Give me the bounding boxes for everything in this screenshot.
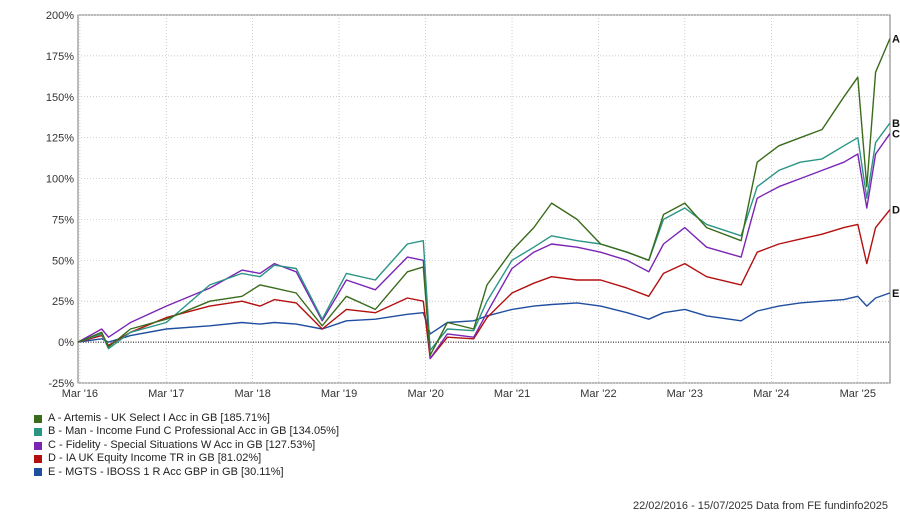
legend-item-d: D - IA UK Equity Income TR in GB [81.02%… <box>34 452 339 465</box>
series-line-c <box>77 133 891 360</box>
y-tick-label: 125% <box>46 133 74 145</box>
series-line-b <box>77 122 891 351</box>
x-tick-label: Mar '25 <box>840 388 876 400</box>
x-tick-label: Mar '18 <box>234 388 270 400</box>
legend-label: A - Artemis - UK Select I Acc in GB [185… <box>48 412 270 424</box>
series-end-label-d: D <box>892 205 900 217</box>
y-tick-label: 25% <box>52 296 74 308</box>
legend-label: C - Fidelity - Special Situations W Acc … <box>48 438 316 451</box>
legend-swatch <box>34 428 42 437</box>
series-end-labels: A BC D E <box>892 33 900 299</box>
legend-item-a: A - Artemis - UK Select I Acc in GB [185… <box>34 412 339 425</box>
y-tick-label: 50% <box>52 255 74 267</box>
legend-label: E - MGTS - IBOSS 1 R Acc GBP in GB [30.1… <box>48 465 284 478</box>
y-tick-label: 100% <box>46 174 74 186</box>
series-line-a <box>77 38 891 356</box>
legend-label: B - Man - Income Fund C Professional Acc… <box>48 425 340 438</box>
x-tick-label: Mar '20 <box>407 388 443 400</box>
y-axis: -25% 0% 25% 50% 75% 100% 125% 150% 175% 200% <box>46 10 74 390</box>
legend-swatch <box>34 468 42 477</box>
y-tick-label: 75% <box>52 214 74 226</box>
y-tick-label: 0% <box>58 337 74 349</box>
x-tick-label: Mar '19 <box>321 388 357 400</box>
x-tick-label: Mar '21 <box>494 388 530 400</box>
series-line-e <box>77 292 891 343</box>
footer: 22/02/2016 - 15/07/2025 Data from FE fun… <box>633 500 888 512</box>
legend-label: D - IA UK Equity Income TR in GB [81.02%… <box>48 452 262 465</box>
y-tick-label: 200% <box>46 10 74 22</box>
y-tick-label: 175% <box>46 51 74 63</box>
x-tick-label: Mar '17 <box>148 388 184 400</box>
x-axis: Mar '16 Mar '17 Mar '18 Mar '19 Mar '20 Mar '… <box>62 388 876 400</box>
legend-item-e: E - MGTS - IBOSS 1 R Acc GBP in GB [30.1… <box>34 466 339 479</box>
series-line-d <box>77 209 891 360</box>
y-tick-label: 150% <box>46 92 74 104</box>
legend-item-c: C - Fidelity - Special Situations W Acc … <box>34 439 339 452</box>
series-end-label-b: B <box>892 118 900 130</box>
series-end-label-e: E <box>892 288 899 300</box>
series-end-label-c: C <box>892 129 900 141</box>
x-tick-label: Mar '22 <box>580 388 616 400</box>
legend-swatch <box>34 454 42 463</box>
date-range: 22/02/2016 - 15/07/2025 <box>632 500 753 512</box>
x-tick-label: Mar '16 <box>62 388 98 400</box>
plot-frame <box>77 14 891 384</box>
data-source: Data from FE fundinfo2025 <box>755 500 888 512</box>
legend: A - Artemis - UK Select I Acc in GB [185… <box>34 412 339 479</box>
legend-swatch <box>34 441 42 450</box>
line-chart: -25% 0% 25% 50% 75% 100% 125% 150% 175% 200% Mar … <box>46 10 900 400</box>
x-tick-label: Mar '23 <box>667 388 703 400</box>
gridlines <box>78 14 890 384</box>
legend-swatch <box>34 414 42 423</box>
y-tick-label: -25% <box>48 378 74 390</box>
plot-area <box>77 14 891 384</box>
legend-item-b: B - Man - Income Fund C Professional Acc… <box>34 425 339 438</box>
x-tick-label: Mar '24 <box>753 388 789 400</box>
series-lines <box>77 38 891 360</box>
series-end-label-a: A <box>892 33 900 45</box>
